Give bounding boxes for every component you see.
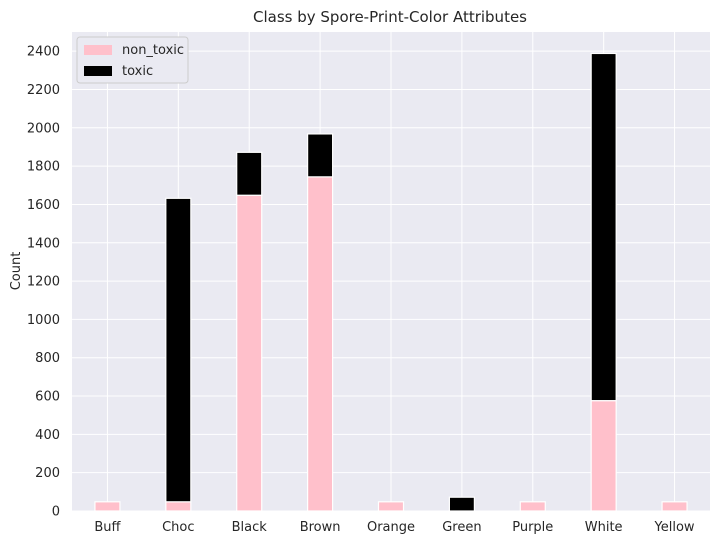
x-tick-label: White (585, 520, 623, 535)
y-tick-label: 1400 (27, 236, 60, 251)
y-tick-label: 2200 (27, 83, 60, 98)
x-tick-label: Purple (512, 520, 553, 535)
y-tick-label: 0 (52, 505, 60, 520)
bar-non-toxic-brown (307, 176, 334, 512)
bar-toxic-green (448, 496, 475, 512)
bar-toxic-black (236, 151, 263, 196)
chart-title: Class by Spore-Print-Color Attributes (253, 8, 527, 26)
y-tick-label: 2000 (27, 121, 60, 136)
y-axis-label: Count (9, 252, 24, 291)
x-tick-label: Brown (300, 520, 341, 535)
y-tick-label: 200 (35, 466, 60, 481)
y-tick-label: 800 (35, 351, 60, 366)
x-axis-ticks: Buff Choc Black Brown Orange Green Purple White… (94, 520, 695, 535)
y-tick-label: 400 (35, 428, 60, 443)
y-tick-label: 1800 (27, 160, 60, 175)
bar-non-toxic-yellow (661, 501, 688, 512)
y-tick-label: 1200 (27, 275, 60, 290)
bar-non-toxic-black (236, 194, 263, 512)
legend-swatch-non-toxic (84, 45, 112, 55)
x-tick-label: Choc (162, 520, 194, 535)
legend-label-non-toxic: non_toxic (122, 43, 184, 58)
y-axis-ticks: 0 200 400 600 800 1000 1200 1400 1600 1800 2000 220… (27, 45, 60, 520)
x-tick-label: Buff (94, 520, 121, 535)
legend-swatch-toxic (84, 66, 112, 76)
x-tick-label: Green (442, 520, 481, 535)
x-tick-label: Black (232, 520, 268, 535)
y-tick-label: 1600 (27, 198, 60, 213)
y-tick-label: 1000 (27, 313, 60, 328)
legend-label-toxic: toxic (122, 64, 153, 79)
x-tick-label: Orange (367, 520, 415, 535)
bars (94, 52, 688, 512)
y-tick-label: 2400 (27, 45, 60, 60)
bar-toxic-choc (165, 197, 192, 503)
bar-non-toxic-orange (377, 501, 405, 512)
bar-toxic-brown (307, 133, 334, 178)
y-tick-label: 600 (35, 390, 60, 405)
bar-toxic-white (590, 52, 617, 402)
x-tick-label: Yellow (654, 520, 695, 535)
bar-non-toxic-purple (519, 501, 546, 512)
bar-non-toxic-choc (165, 501, 192, 512)
bar-non-toxic-buff (94, 501, 121, 512)
bar-non-toxic-white (590, 400, 617, 512)
